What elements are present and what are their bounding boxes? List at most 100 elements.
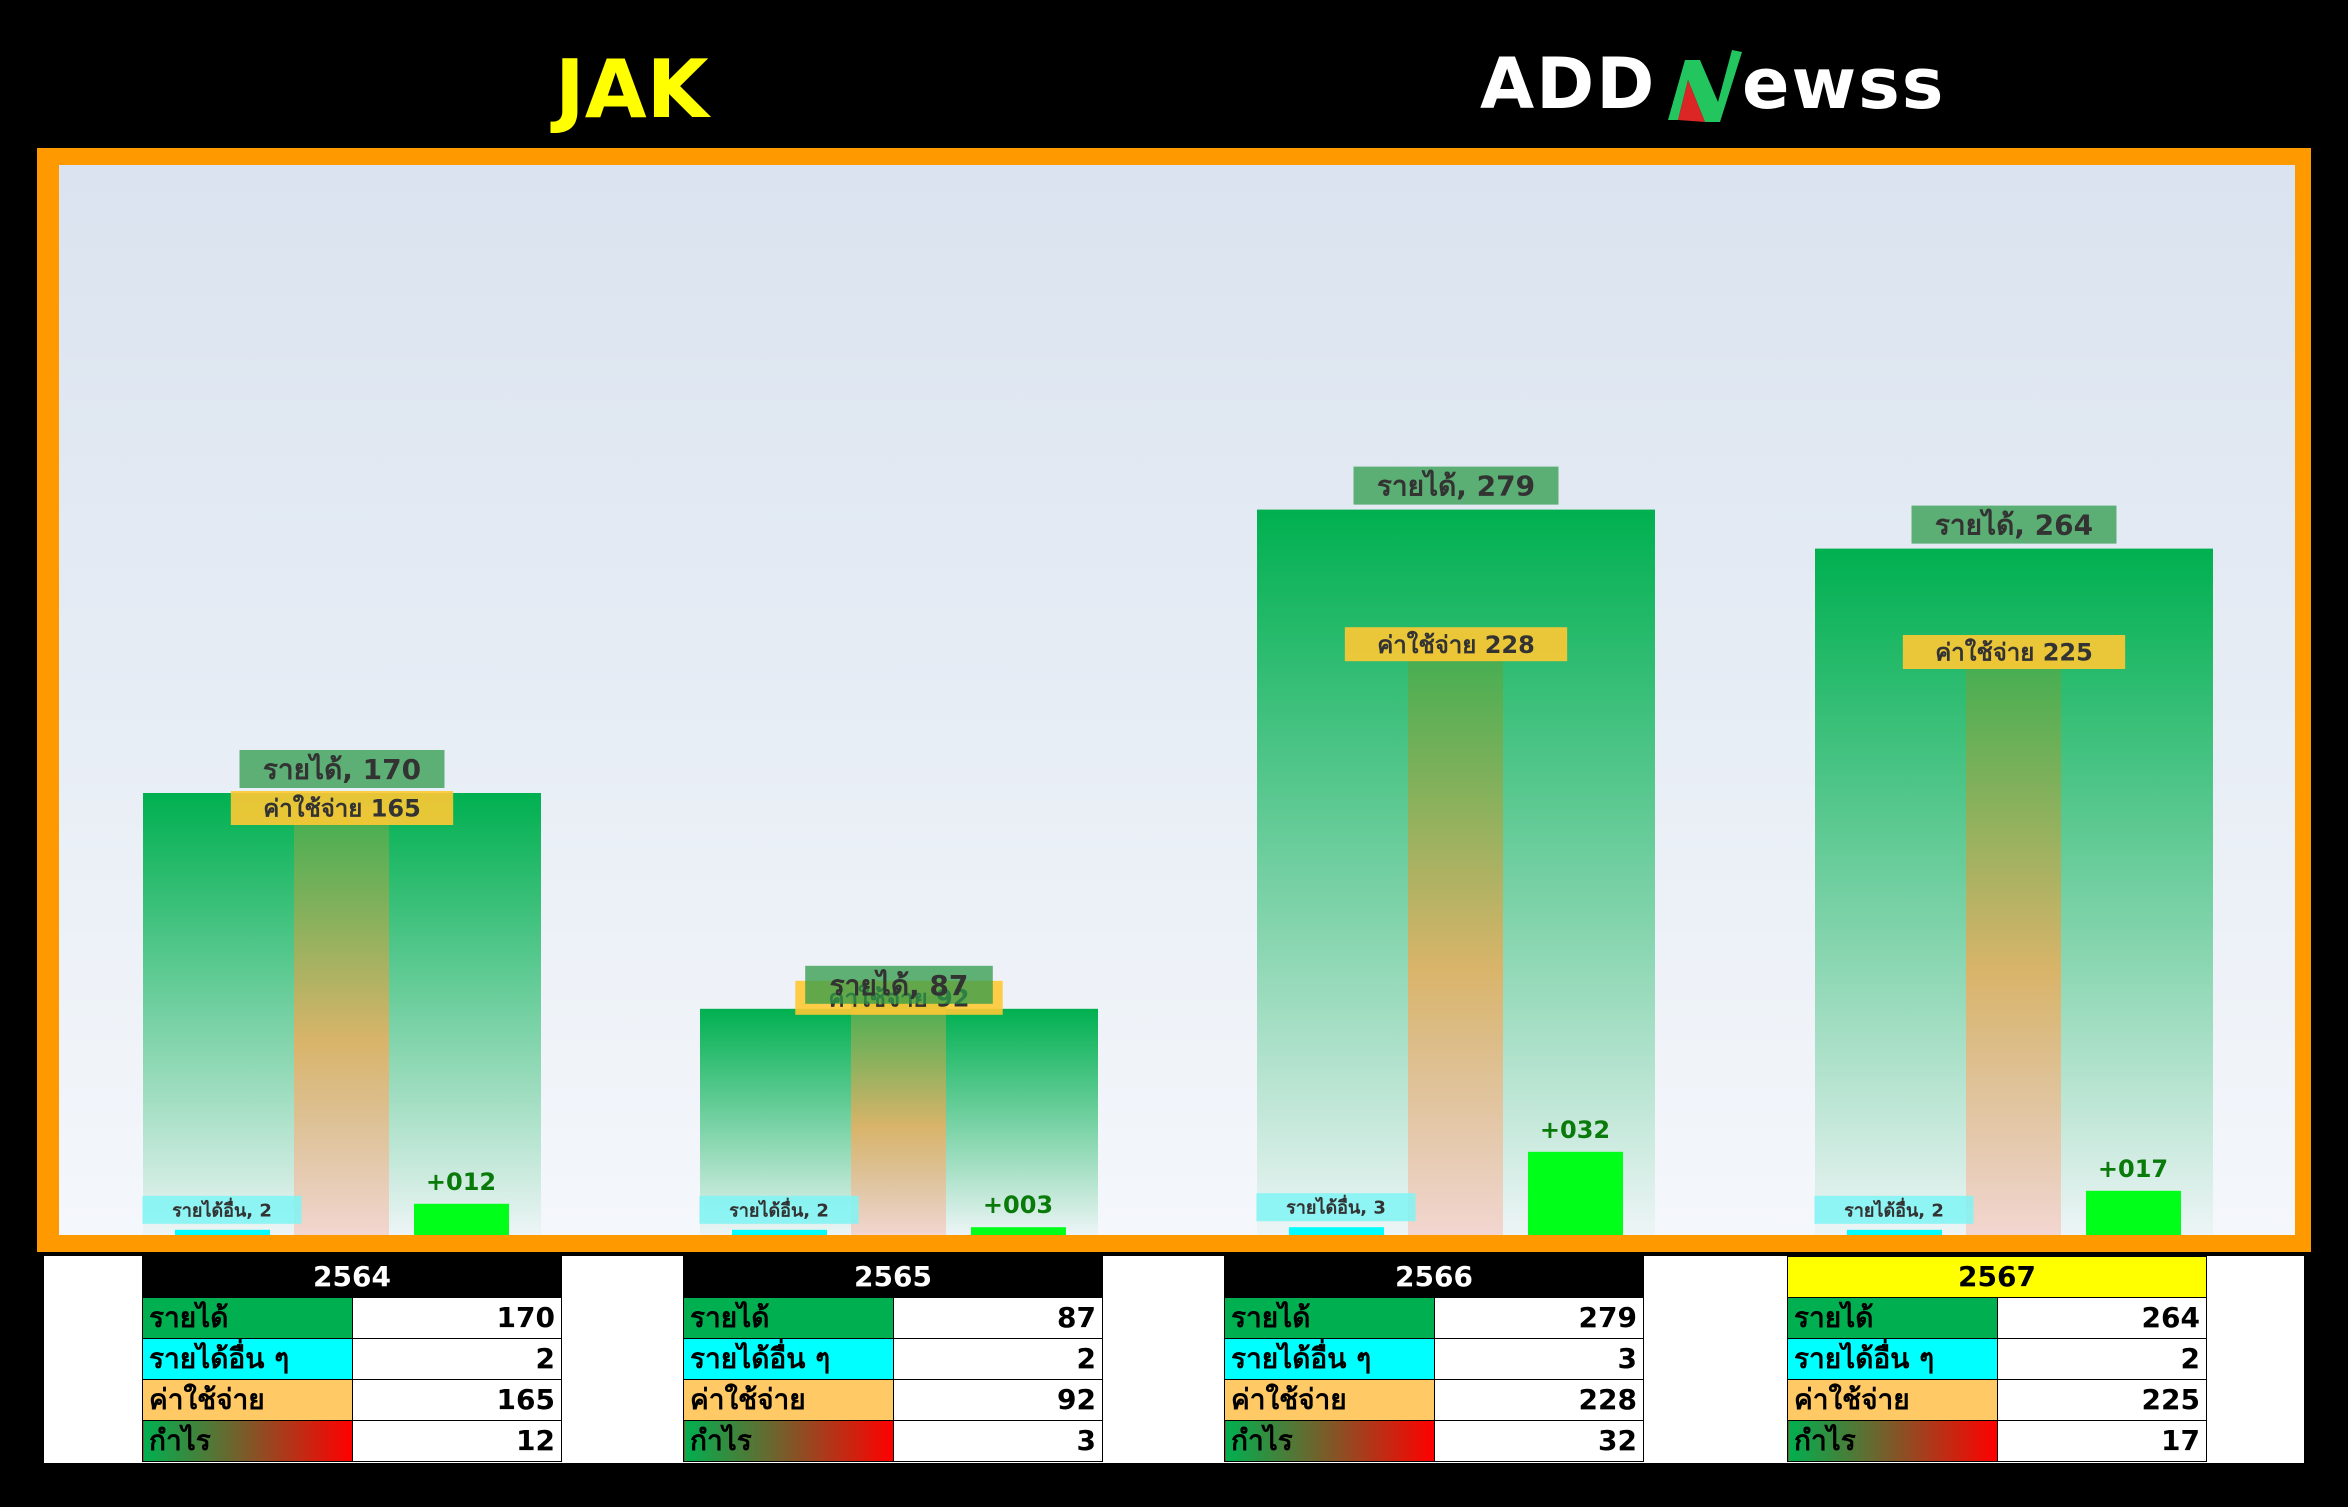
label-expense-2564: ค่าใช้จ่าย 165 xyxy=(263,794,421,823)
row-label: รายได้ xyxy=(1224,1297,1435,1339)
table-row: กำไร 3 xyxy=(683,1420,1103,1462)
row-label: รายได้ xyxy=(1787,1297,1998,1339)
row-value: 170 xyxy=(351,1297,562,1339)
row-label: รายได้ xyxy=(142,1297,353,1339)
label-expense-2564-bg xyxy=(230,791,454,825)
addnewss-logo: ADD ewss xyxy=(1480,43,1945,125)
table-row: ค่าใช้จ่าย 165 xyxy=(142,1379,562,1421)
label-profit-2567: +017 xyxy=(2098,1155,2168,1183)
bar-other-income-2565 xyxy=(732,1229,827,1235)
table-row: รายได้ 87 xyxy=(683,1297,1103,1339)
row-value: 17 xyxy=(1996,1420,2207,1462)
year-header: 2567 xyxy=(1787,1256,2207,1298)
label-revenue-2566-bg xyxy=(1353,466,1559,505)
row-value: 2 xyxy=(892,1338,1103,1380)
year-table-2565: 2565 รายได้ 87 รายได้อื่น ๆ 2 ค่าใช้จ่าย 92 กำไ… xyxy=(683,1256,1103,1462)
label-revenue-2567-bg xyxy=(1911,505,2117,544)
label-revenue-2565-bg xyxy=(805,965,993,1004)
row-value: 2 xyxy=(351,1338,562,1380)
ticker-title: JAK xyxy=(555,43,709,136)
svg-text:ADD: ADD xyxy=(1480,43,1656,125)
row-value: 228 xyxy=(1433,1379,1644,1421)
label-other-income-2564-bg xyxy=(142,1195,302,1224)
svg-text:ewss: ewss xyxy=(1742,43,1945,125)
row-value: 92 xyxy=(892,1379,1103,1421)
label-other-income-2567: รายได้อื่น, 2 xyxy=(1844,1197,1944,1221)
bar-profit-2566 xyxy=(1528,1151,1623,1235)
label-other-income-2565: รายได้อื่น, 2 xyxy=(729,1197,829,1221)
label-profit-2564: +012 xyxy=(426,1168,496,1196)
chart-plot-area: ค่าใช้จ่าย 165 รายได้, 170 รายได้อื่น, 2 +0… xyxy=(59,165,2295,1235)
row-label: รายได้อื่น ๆ xyxy=(142,1338,353,1380)
table-row: ค่าใช้จ่าย 225 xyxy=(1787,1379,2207,1421)
label-revenue-2567: รายได้, 264 xyxy=(1935,509,2093,542)
table-row: รายได้ 279 xyxy=(1224,1297,1644,1339)
year-table-2564: 2564 รายได้ 170 รายได้อื่น ๆ 2 ค่าใช้จ่าย 165 ก… xyxy=(142,1256,562,1462)
table-row: กำไร 32 xyxy=(1224,1420,1644,1462)
row-value: 3 xyxy=(892,1420,1103,1462)
bar-profit-2567 xyxy=(2086,1190,2181,1235)
table-row: ค่าใช้จ่าย 92 xyxy=(683,1379,1103,1421)
label-other-income-2566-bg xyxy=(1256,1193,1416,1222)
row-label: กำไร xyxy=(1224,1420,1435,1462)
label-profit-2566: +032 xyxy=(1540,1116,1610,1144)
summary-tables: 2564 รายได้ 170 รายได้อื่น ๆ 2 ค่าใช้จ่าย 165 ก… xyxy=(44,1256,2304,1463)
table-row: รายได้ 170 xyxy=(142,1297,562,1339)
row-label: ค่าใช้จ่าย xyxy=(1224,1379,1435,1421)
row-label: กำไร xyxy=(142,1420,353,1462)
row-value: 225 xyxy=(1996,1379,2207,1421)
label-expense-2567-bg xyxy=(1902,635,2126,669)
year-header: 2564 xyxy=(142,1256,562,1298)
row-value: 279 xyxy=(1433,1297,1644,1339)
row-value: 12 xyxy=(351,1420,562,1462)
year-header: 2566 xyxy=(1224,1256,1644,1298)
label-other-income-2566: รายได้อื่น, 3 xyxy=(1286,1195,1386,1219)
label-other-income-2564: รายได้อื่น, 2 xyxy=(172,1197,272,1221)
label-revenue-2565: รายได้, 87 xyxy=(830,969,969,1002)
row-label: รายได้อื่น ๆ xyxy=(1224,1338,1435,1380)
bar-other-income-2564 xyxy=(175,1229,270,1235)
bar-profit-2565 xyxy=(971,1227,1066,1235)
label-expense-2567: ค่าใช้จ่าย 225 xyxy=(1935,638,2093,667)
bar-profit-2564 xyxy=(414,1203,509,1235)
bar-expense-2564 xyxy=(294,806,389,1235)
table-row: รายได้ 264 xyxy=(1787,1297,2207,1339)
label-expense-2566-bg xyxy=(1344,627,1568,662)
bar-other-income-2566 xyxy=(1289,1227,1384,1235)
row-label: ค่าใช้จ่าย xyxy=(683,1379,894,1421)
label-profit-2565: +003 xyxy=(983,1191,1053,1219)
label-other-income-2567-bg xyxy=(1814,1195,1974,1224)
bar-other-income-2567 xyxy=(1847,1229,1942,1235)
year-table-2567: 2567 รายได้ 264 รายได้อื่น ๆ 2 ค่าใช้จ่าย 225 ก… xyxy=(1787,1256,2207,1462)
row-label: รายได้อื่น ๆ xyxy=(1787,1338,1998,1380)
year-table-2566: 2566 รายได้ 279 รายได้อื่น ๆ 3 ค่าใช้จ่าย 228 ก… xyxy=(1224,1256,1644,1462)
row-label: กำไร xyxy=(1787,1420,1998,1462)
label-revenue-2564-bg xyxy=(239,750,445,788)
row-value: 32 xyxy=(1433,1420,1644,1462)
row-value: 2 xyxy=(1996,1338,2207,1380)
row-label: รายได้ xyxy=(683,1297,894,1339)
bar-expense-2567 xyxy=(1966,650,2061,1235)
label-revenue-2564: รายได้, 170 xyxy=(263,753,421,786)
row-label: ค่าใช้จ่าย xyxy=(1787,1379,1998,1421)
label-other-income-2565-bg xyxy=(699,1195,859,1224)
table-row: ค่าใช้จ่าย 228 xyxy=(1224,1379,1644,1421)
table-row: กำไร 17 xyxy=(1787,1420,2207,1462)
row-label: รายได้อื่น ๆ xyxy=(683,1338,894,1380)
label-revenue-2566: รายได้, 279 xyxy=(1377,470,1535,503)
row-value: 264 xyxy=(1996,1297,2207,1339)
label-expense-2566: ค่าใช้จ่าย 228 xyxy=(1377,630,1535,659)
bar-chart: ค่าใช้จ่าย 165 รายได้, 170 รายได้อื่น, 2 +0… xyxy=(142,466,2213,1235)
row-value: 87 xyxy=(892,1297,1103,1339)
row-value: 165 xyxy=(351,1379,562,1421)
year-header: 2565 xyxy=(683,1256,1103,1298)
row-label: ค่าใช้จ่าย xyxy=(142,1379,353,1421)
chart-frame: ค่าใช้จ่าย 165 รายได้, 170 รายได้อื่น, 2 +0… xyxy=(37,148,2311,1252)
table-row: กำไร 12 xyxy=(142,1420,562,1462)
bar-expense-2566 xyxy=(1408,642,1503,1235)
row-label: กำไร xyxy=(683,1420,894,1462)
